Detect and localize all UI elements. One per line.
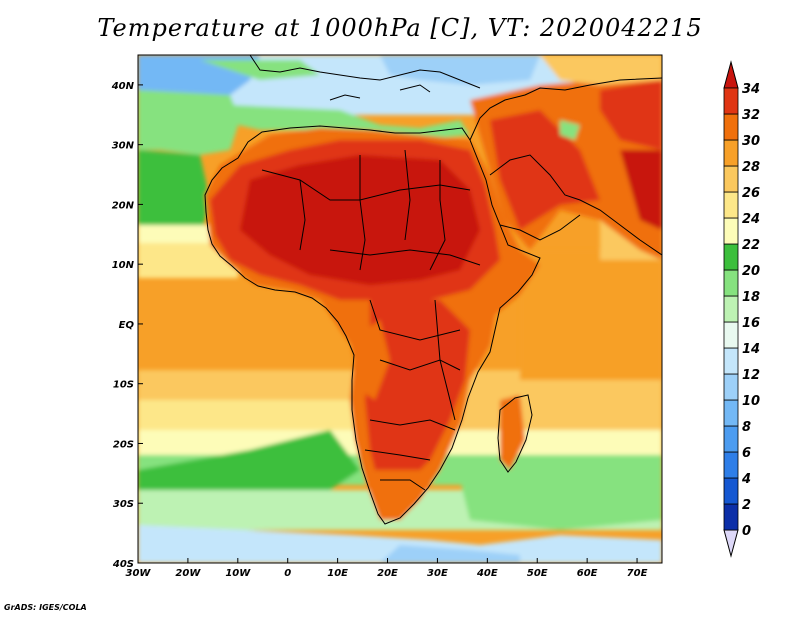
colorbar-label: 10: [742, 394, 760, 409]
colorbar-segment: [723, 87, 739, 115]
x-tick-label: 10W: [225, 568, 251, 579]
colorbar-label: 4: [741, 472, 751, 487]
colorbar-label: 2: [742, 498, 751, 513]
colorbar-segment: [723, 217, 739, 245]
colorbar-low-arrow: [723, 529, 739, 558]
coastlines: [204, 55, 662, 525]
y-tick-label: EQ: [119, 320, 135, 331]
colorbar-segment: [723, 503, 739, 531]
colorbar-label: 22: [742, 238, 760, 253]
x-tick-label: 0: [284, 568, 291, 579]
colorbar-label: 12: [742, 368, 760, 383]
y-axis: 40S 30S 20S 10S EQ 10N 20N 30N 40N: [111, 81, 143, 570]
colorbar-high-arrow: [723, 60, 739, 89]
colorbar-label: 28: [742, 160, 760, 175]
colorbar-segment: [723, 373, 739, 401]
temperature-field: [138, 55, 662, 563]
colorbar-label: 16: [742, 316, 760, 331]
colorbar-segment: [723, 321, 739, 349]
map-title: Temperature at 1000hPa [C], VT: 20200422…: [97, 14, 703, 42]
colorbar-segment: [723, 165, 739, 193]
colorbar-label: 0: [742, 524, 751, 539]
colorbar-label: 6: [742, 446, 751, 461]
colorbar-label: 14: [742, 342, 760, 357]
colorbar-segment: [723, 295, 739, 323]
colorbar-segment: [723, 139, 739, 167]
colorbar-segment: [723, 113, 739, 141]
colorbar-segment: [723, 269, 739, 297]
y-tick-label: 40N: [111, 81, 135, 92]
y-tick-label: 30N: [112, 141, 135, 152]
x-tick-label: 50E: [527, 568, 548, 579]
map-frame: [137, 54, 663, 564]
x-tick-label: 10E: [327, 568, 348, 579]
x-tick-label: 20E: [377, 568, 398, 579]
colorbar-label: 24: [742, 212, 760, 227]
colorbar-label: 34: [742, 82, 760, 97]
colorbar-segment: [723, 425, 739, 453]
colorbar-label: 20: [742, 264, 760, 279]
colorbar-segment: [723, 451, 739, 479]
colorbar-label: 32: [742, 108, 760, 123]
colorbar-segment: [723, 243, 739, 271]
colorbar-segment: [723, 477, 739, 505]
colorbar-segment: [723, 191, 739, 219]
colorbar-label: 8: [742, 420, 751, 435]
colorbar-segment: [723, 347, 739, 375]
x-tick-label: 70E: [627, 568, 648, 579]
y-tick-label: 10S: [113, 380, 134, 391]
x-axis: 30W 20W 10W 0 10E 20E 30E 40E 50E 60E 70E: [126, 558, 648, 579]
colorbar-label: 26: [742, 186, 760, 201]
y-tick-label: 20S: [113, 439, 134, 450]
x-tick-label: 40E: [476, 568, 498, 579]
x-tick-label: 30W: [126, 568, 152, 579]
colorbar-label: 30: [742, 134, 760, 149]
x-tick-label: 60E: [577, 568, 598, 579]
x-tick-label: 30E: [427, 568, 448, 579]
colorbar-segment: [723, 399, 739, 427]
y-tick-label: 30S: [113, 499, 134, 510]
colorbar-label: 18: [742, 290, 760, 305]
y-tick-label: 10N: [112, 260, 135, 271]
x-tick-label: 20W: [175, 568, 201, 579]
y-tick-label: 20N: [112, 200, 135, 211]
y-tick-label: 40S: [112, 559, 134, 570]
credit-label: GrADS: IGES/COLA: [4, 603, 87, 612]
